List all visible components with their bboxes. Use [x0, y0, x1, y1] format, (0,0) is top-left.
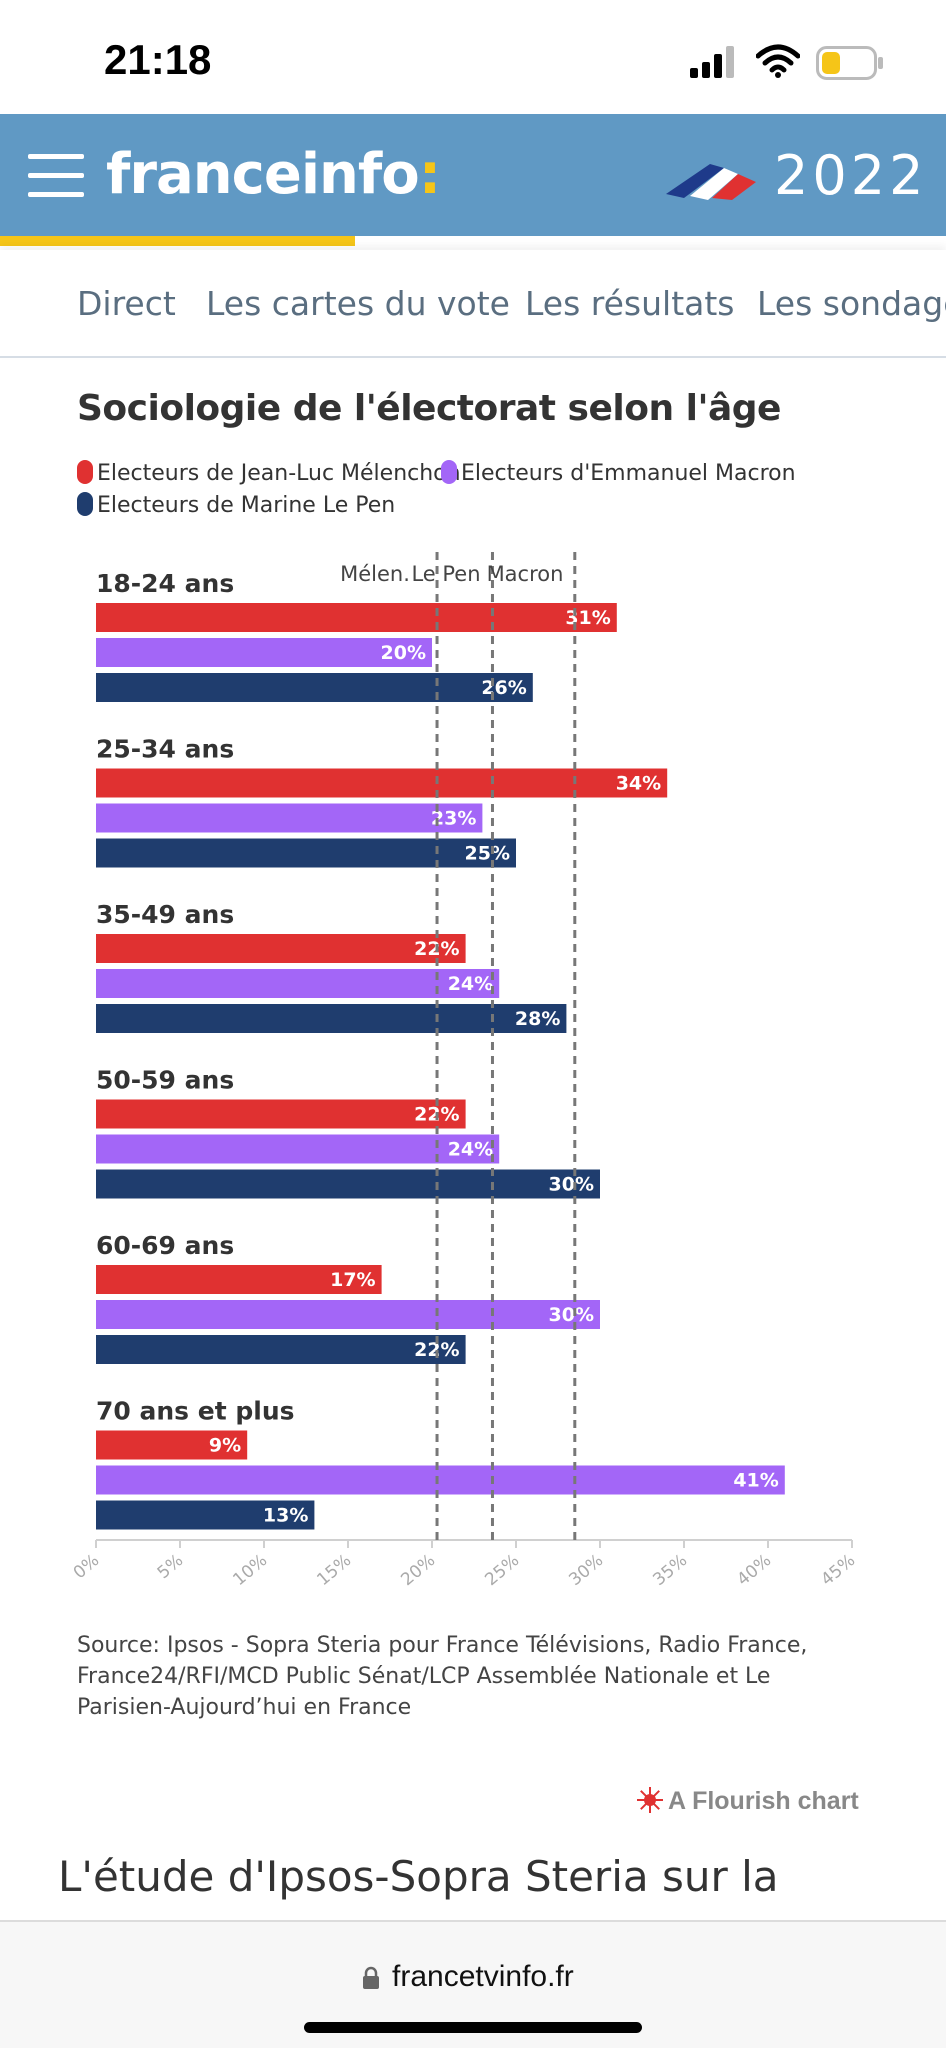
legend-swatch [441, 460, 457, 484]
legend-item-macron[interactable]: Electeurs d'Emmanuel Macron [441, 460, 796, 486]
bar-value-label: 26% [481, 677, 526, 699]
tab-resultats[interactable]: Les résultats [525, 284, 735, 323]
category-label: 18-24 ans [96, 569, 234, 598]
bar-value-label: 24% [448, 1139, 493, 1161]
category-label: 50-59 ans [96, 1066, 234, 1095]
status-bar: 21:18 [0, 0, 946, 114]
reading-progress-fill [0, 236, 355, 246]
header-overscroll-strip [0, 100, 946, 116]
lock-icon [363, 1966, 379, 1989]
bar [96, 1335, 466, 1364]
election-year: 2022 [774, 144, 928, 207]
bar-value-label: 30% [549, 1304, 594, 1326]
tab-sondages[interactable]: Les sondages [757, 284, 946, 323]
bar [96, 969, 500, 998]
category-label: 35-49 ans [96, 900, 234, 929]
reference-line-label: Le Pen [411, 562, 480, 586]
bar [96, 1004, 567, 1033]
bar-value-label: 23% [431, 808, 476, 830]
reference-line-label: Mélen. [340, 562, 410, 586]
bar [96, 1500, 315, 1530]
reference-line-label: Macron [487, 562, 564, 586]
age-bar-chart: 0% 5% 10% 15% 20% 25% 30% 35% 40% 45% 18-24 ans 31%… [70, 552, 859, 1591]
bar-value-label: 34% [616, 773, 661, 795]
bar-value-label: 9% [209, 1435, 241, 1457]
bar-value-label: 25% [465, 843, 510, 865]
bar-value-label: 24% [448, 973, 493, 995]
x-tick-label: 0% [70, 1551, 104, 1584]
category-label: 70 ans et plus [96, 1397, 295, 1426]
site-header: franceinfo: 2022 [0, 114, 946, 236]
x-tick-label: 10% [229, 1551, 271, 1591]
tab-cartes-du-vote[interactable]: Les cartes du vote [206, 284, 510, 323]
bar [96, 934, 466, 963]
bar [96, 1465, 785, 1495]
wifi-icon [756, 44, 800, 78]
legend-item-melenchon[interactable]: Electeurs de Jean-Luc Mélenchon [77, 460, 461, 486]
x-tick-label: 20% [397, 1551, 439, 1591]
x-tick-label: 15% [313, 1551, 355, 1591]
bar [96, 803, 483, 833]
franceinfo-logo[interactable]: franceinfo: [106, 142, 441, 207]
bar [96, 1099, 466, 1129]
bar [96, 1265, 382, 1294]
x-tick-label: 5% [154, 1551, 188, 1584]
url-text[interactable]: francetvinfo.fr [392, 1960, 574, 1993]
battery-low-icon [816, 46, 883, 80]
bar [96, 673, 533, 702]
article-heading: L'étude d'Ipsos-Sopra Steria sur la [58, 1852, 779, 1901]
legend-item-le-pen[interactable]: Electeurs de Marine Le Pen [77, 492, 395, 518]
bar-value-label: 30% [549, 1174, 594, 1196]
hamburger-menu-icon[interactable] [28, 154, 84, 198]
legend-swatch [77, 492, 93, 516]
french-flag-icon [666, 164, 756, 200]
x-tick-label: 35% [649, 1551, 691, 1591]
bar [96, 838, 516, 868]
chart-source: Source: Ipsos - Sopra Steria pour France… [77, 1633, 808, 1720]
x-tick-label: 30% [565, 1551, 607, 1591]
bar-value-label: 20% [381, 642, 426, 664]
bar [96, 1430, 248, 1460]
bar-value-label: 31% [565, 607, 610, 629]
x-tick-label: 40% [733, 1551, 775, 1591]
signal-bars-icon [690, 46, 734, 78]
bar-value-label: 28% [515, 1008, 560, 1030]
bar-value-label: 41% [733, 1470, 778, 1492]
bar [96, 1134, 500, 1164]
category-label: 60-69 ans [96, 1231, 234, 1260]
x-tick-label: 45% [817, 1551, 859, 1591]
status-time: 21:18 [104, 36, 212, 83]
tab-direct[interactable]: Direct [77, 284, 176, 323]
chart-title: Sociologie de l'électorat selon l'âge [77, 388, 781, 429]
legend-swatch [77, 460, 93, 484]
home-indicator[interactable] [304, 2022, 642, 2033]
bar [96, 1169, 600, 1199]
bar [96, 768, 668, 798]
bar [96, 603, 617, 632]
flourish-credit-link[interactable]: A Flourish chart [636, 1786, 859, 1816]
flourish-sun-icon [637, 1787, 663, 1813]
bar-value-label: 13% [263, 1505, 308, 1527]
x-tick-label: 25% [481, 1551, 523, 1591]
bar-value-label: 17% [330, 1269, 375, 1291]
section-nav: Direct Les cartes du vote Les résultats … [0, 250, 946, 358]
reading-progress-track [0, 236, 946, 246]
category-label: 25-34 ans [96, 735, 234, 764]
bar [96, 1300, 600, 1329]
browser-url-bar[interactable]: francetvinfo.fr [0, 1920, 946, 2048]
bar [96, 638, 432, 667]
